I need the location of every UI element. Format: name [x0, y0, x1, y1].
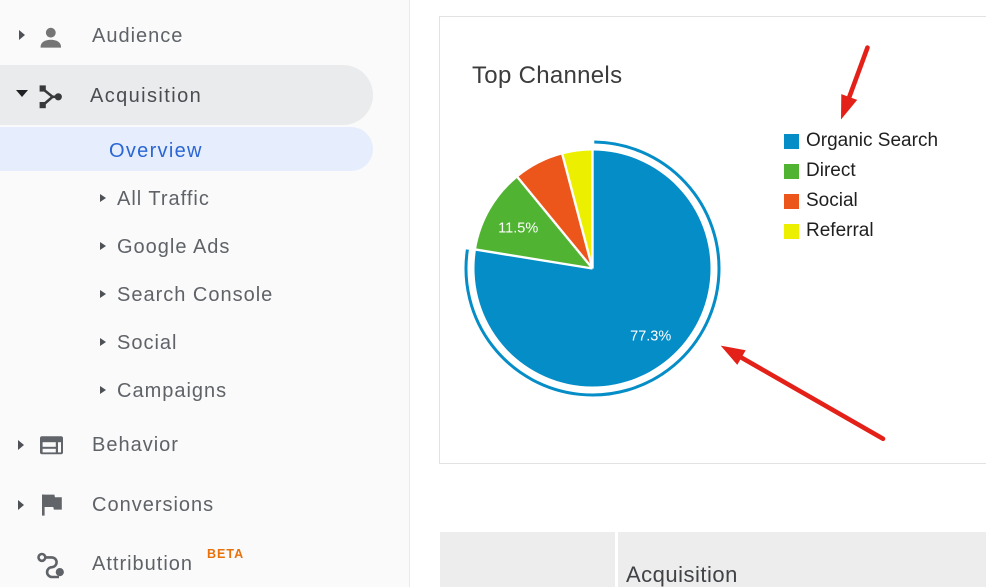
- svg-text:77.3%: 77.3%: [630, 329, 671, 345]
- svg-text:11.5%: 11.5%: [498, 220, 538, 236]
